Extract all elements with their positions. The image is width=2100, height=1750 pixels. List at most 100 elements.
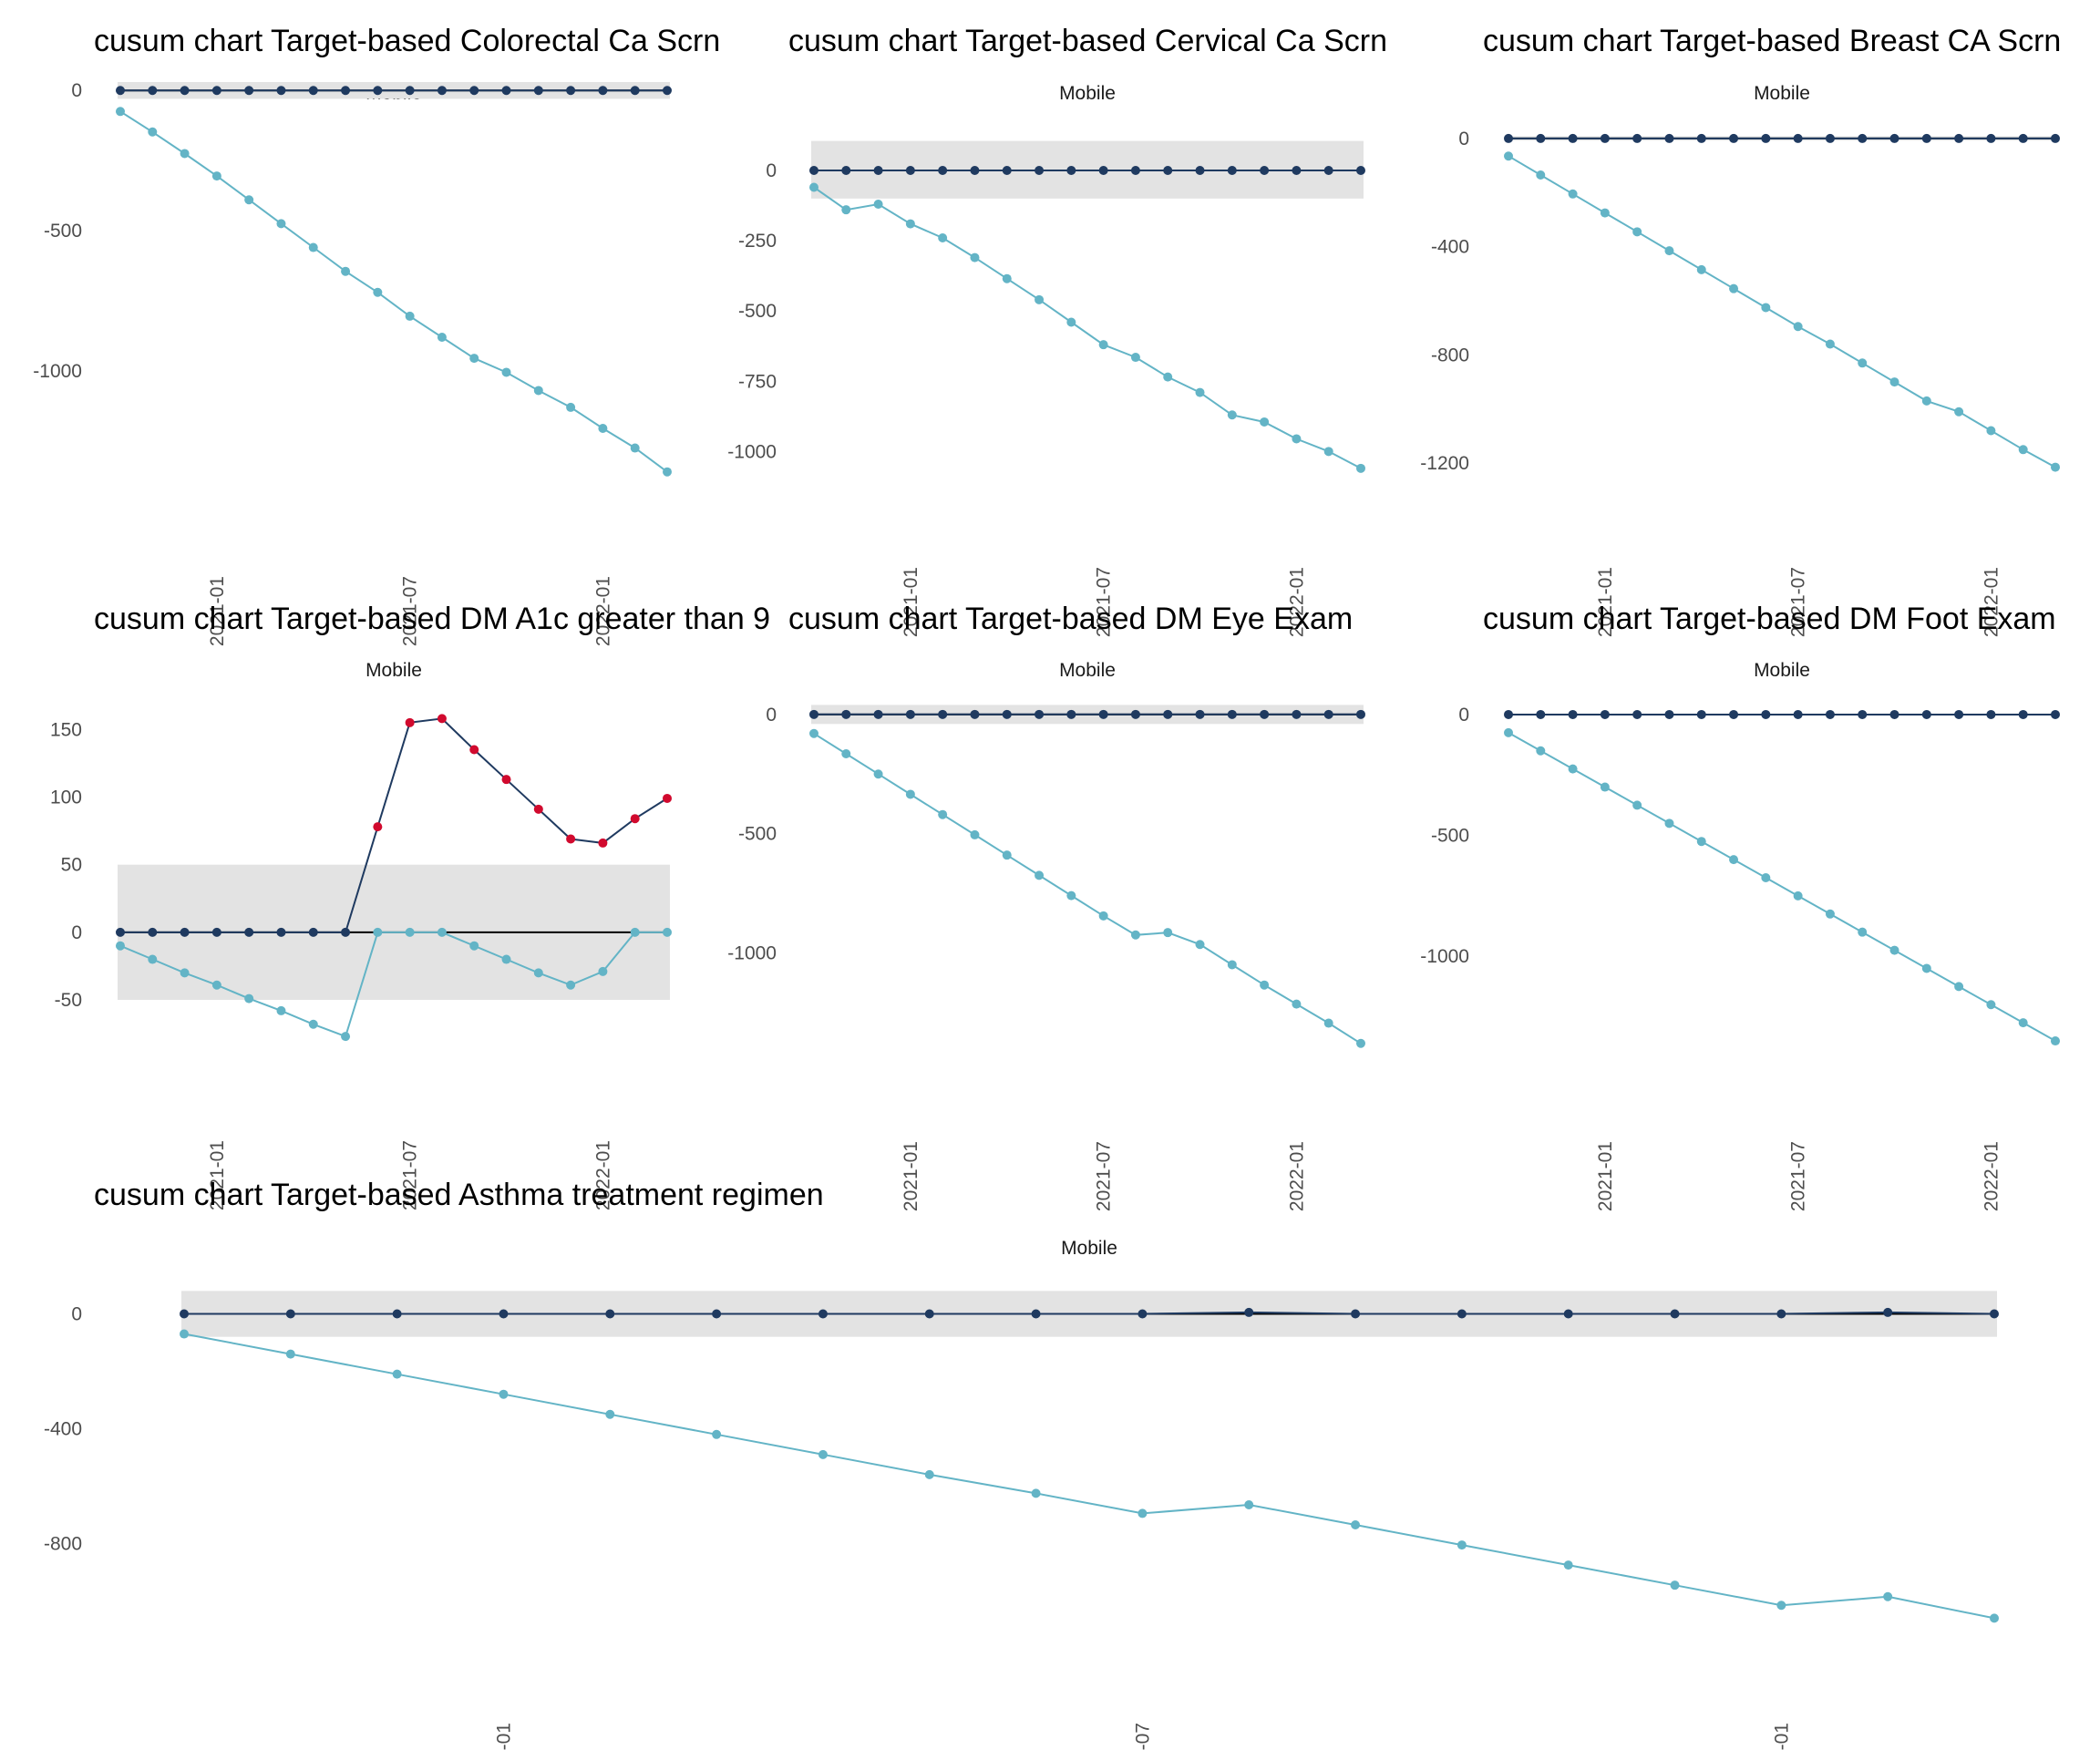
- x-tick-label: 2021-07: [1132, 1723, 1153, 1750]
- upper-cusum-point: [1670, 1309, 1680, 1319]
- upper-cusum-point: [1921, 133, 1931, 143]
- lower-cusum-point: [1292, 999, 1302, 1009]
- upper-cusum-point: [809, 709, 818, 719]
- lower-cusum-point: [501, 367, 511, 377]
- x-tick-label: 2022-01: [1981, 1141, 2002, 1211]
- lower-cusum-point: [437, 333, 447, 342]
- upper-cusum-point: [1761, 133, 1771, 143]
- upper-cusum-point: [1098, 709, 1108, 719]
- lower-cusum-point: [469, 941, 479, 951]
- lower-cusum-point: [180, 1329, 189, 1339]
- upper-cusum-point: [1323, 709, 1333, 719]
- upper-cusum-point: [1536, 709, 1546, 719]
- signal-point: [405, 717, 415, 727]
- upper-cusum-point: [1002, 709, 1012, 719]
- lower-cusum-point: [712, 1429, 722, 1439]
- lower-cusum-point: [1504, 727, 1513, 737]
- lower-cusum-point: [841, 749, 851, 758]
- lower-cusum-point: [1227, 960, 1237, 970]
- lower-cusum-point: [1536, 170, 1546, 180]
- lower-cusum-point: [1098, 340, 1108, 350]
- lower-cusum-point: [818, 1449, 828, 1459]
- lower-cusum-point: [630, 927, 640, 937]
- upper-cusum-point: [1776, 1309, 1786, 1319]
- panel-title: cusum chart Target-based DM Eye Exam: [788, 602, 1353, 636]
- upper-cusum-point: [1227, 166, 1237, 175]
- lower-cusum-point: [1954, 982, 1964, 992]
- upper-cusum-point: [818, 1309, 828, 1319]
- signal-point: [469, 745, 479, 755]
- lower-cusum-point: [405, 311, 415, 321]
- panel-title: cusum chart Target-based Breast CA Scrn: [1483, 24, 2061, 58]
- lower-cusum-point: [1696, 264, 1706, 274]
- panel-title: cusum chart Target-based DM Foot Exam: [1483, 602, 2056, 636]
- lower-cusum-point: [1002, 850, 1012, 860]
- signal-point: [373, 822, 383, 832]
- y-tick-label: 0: [71, 922, 82, 943]
- upper-cusum-point: [841, 709, 851, 719]
- panel-title: cusum chart Target-based Cervical Ca Scr…: [788, 24, 1387, 58]
- lower-cusum-point: [938, 809, 948, 819]
- y-tick-label: 150: [50, 719, 82, 740]
- lower-cusum-point: [499, 1389, 509, 1399]
- signal-point: [598, 838, 608, 848]
- lower-cusum-point: [373, 927, 383, 937]
- lower-cusum-point: [1696, 837, 1706, 847]
- upper-cusum-point: [1260, 166, 1270, 175]
- lower-cusum-point: [1292, 434, 1302, 444]
- lower-cusum-point: [1457, 1540, 1467, 1550]
- x-tick-label: 2021-07: [1094, 1141, 1115, 1211]
- lower-cusum-point: [1563, 1560, 1573, 1570]
- upper-cusum-point: [712, 1309, 722, 1319]
- lower-cusum-point: [905, 789, 915, 799]
- lower-cusum-line: [813, 186, 1362, 469]
- upper-cusum-point: [211, 927, 221, 937]
- lower-cusum-point: [405, 927, 415, 937]
- upper-cusum-point: [1195, 709, 1205, 719]
- y-tick-label: 0: [71, 1304, 82, 1325]
- lower-cusum-point: [116, 107, 125, 117]
- upper-cusum-point: [1954, 133, 1964, 143]
- upper-cusum-point: [1889, 133, 1899, 143]
- upper-cusum-point: [244, 927, 254, 937]
- y-tick-label: 100: [50, 787, 82, 808]
- upper-cusum-point: [1883, 1307, 1893, 1317]
- y-tick-label: -800: [1431, 345, 1469, 365]
- lower-cusum-point: [598, 424, 608, 433]
- lower-cusum-point: [1632, 227, 1642, 237]
- chart-panel-2: cusum chart Target-based Cervical Ca Scr…: [727, 24, 1387, 637]
- signal-point: [566, 834, 576, 844]
- lower-cusum-point: [2018, 1018, 2028, 1028]
- y-tick-label: -400: [1431, 237, 1469, 258]
- chart-panels: cusum chart Target-based Colorectal Ca S…: [33, 24, 2061, 1750]
- lower-cusum-point: [1776, 1601, 1786, 1611]
- upper-cusum-point: [1356, 709, 1365, 719]
- facet-strip-label: Mobile: [1059, 83, 1116, 104]
- lower-cusum-line: [1508, 732, 2056, 1042]
- upper-cusum-point: [180, 1309, 189, 1319]
- upper-cusum-point: [1632, 133, 1642, 143]
- upper-cusum-point: [1260, 709, 1270, 719]
- upper-cusum-point: [1632, 709, 1642, 719]
- upper-cusum-point: [1351, 1309, 1361, 1319]
- upper-cusum-point: [469, 86, 479, 96]
- y-tick-label: -500: [738, 301, 777, 322]
- lower-cusum-point: [873, 769, 883, 779]
- lower-cusum-point: [373, 287, 383, 297]
- lower-cusum-point: [1729, 855, 1739, 865]
- upper-cusum-point: [663, 86, 672, 96]
- lower-cusum-point: [1035, 294, 1045, 304]
- panel-title: cusum chart Target-based DM A1c greater …: [94, 602, 770, 636]
- lower-cusum-line: [119, 931, 667, 1038]
- lower-cusum-point: [1990, 1613, 1999, 1623]
- upper-cusum-point: [1138, 1309, 1148, 1319]
- x-tick-label: 2021-01: [1595, 567, 1616, 637]
- lower-cusum-point: [469, 354, 479, 364]
- upper-cusum-point: [1098, 166, 1108, 175]
- lower-cusum-point: [1130, 353, 1140, 363]
- lower-cusum-line: [1508, 155, 2056, 468]
- upper-cusum-point: [1889, 709, 1899, 719]
- y-tick-label: -500: [44, 221, 82, 242]
- lower-cusum-point: [970, 829, 980, 839]
- lower-cusum-point: [2018, 445, 2028, 455]
